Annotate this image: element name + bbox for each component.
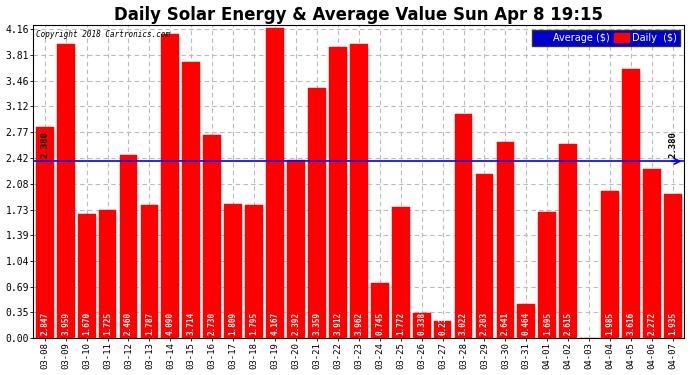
Text: 1.935: 1.935 <box>669 312 678 335</box>
Bar <box>308 88 326 338</box>
Bar <box>497 142 514 338</box>
Text: 3.714: 3.714 <box>187 312 196 335</box>
Text: 4.090: 4.090 <box>166 312 175 335</box>
Bar <box>266 28 284 338</box>
Bar <box>204 135 221 338</box>
Bar <box>622 69 640 338</box>
Text: 3.359: 3.359 <box>313 312 322 335</box>
Text: 1.670: 1.670 <box>82 312 91 335</box>
Text: 3.959: 3.959 <box>61 312 70 335</box>
Text: 2.460: 2.460 <box>124 312 133 335</box>
Bar <box>643 170 661 338</box>
Text: 1.787: 1.787 <box>145 312 154 335</box>
Text: 2.272: 2.272 <box>647 312 656 335</box>
Bar <box>664 194 682 338</box>
Bar <box>413 313 431 338</box>
Bar <box>245 205 263 338</box>
Text: 0.338: 0.338 <box>417 312 426 335</box>
Text: 2.392: 2.392 <box>291 312 301 335</box>
Text: 0.464: 0.464 <box>522 312 531 335</box>
Title: Daily Solar Energy & Average Value Sun Apr 8 19:15: Daily Solar Energy & Average Value Sun A… <box>115 6 603 24</box>
Text: 0.238: 0.238 <box>438 312 447 335</box>
Text: 1.809: 1.809 <box>228 312 237 335</box>
Bar <box>161 34 179 338</box>
Bar <box>224 204 242 338</box>
Text: 4.167: 4.167 <box>270 312 279 335</box>
Bar <box>455 114 473 338</box>
Bar <box>99 210 117 338</box>
Text: 0.745: 0.745 <box>375 312 384 335</box>
Bar <box>518 304 535 338</box>
Text: 1.985: 1.985 <box>606 312 615 335</box>
Bar <box>287 160 305 338</box>
Bar <box>141 206 158 338</box>
Text: Copyright 2018 Cartronics.com: Copyright 2018 Cartronics.com <box>37 30 170 39</box>
Bar <box>350 44 368 338</box>
Text: 3.962: 3.962 <box>355 312 364 335</box>
Bar <box>78 214 95 338</box>
Bar <box>36 126 54 338</box>
Bar <box>119 155 137 338</box>
Bar <box>601 190 619 338</box>
Text: 2.847: 2.847 <box>40 312 49 335</box>
Text: 1.795: 1.795 <box>250 312 259 335</box>
Legend: Average ($), Daily  ($): Average ($), Daily ($) <box>532 30 680 46</box>
Text: 1.772: 1.772 <box>396 312 405 335</box>
Text: 2.380: 2.380 <box>40 131 49 158</box>
Text: 2.641: 2.641 <box>501 312 510 335</box>
Text: 2.615: 2.615 <box>564 312 573 335</box>
Bar <box>475 174 493 338</box>
Text: 2.730: 2.730 <box>208 312 217 335</box>
Bar <box>392 207 410 338</box>
Bar <box>538 212 556 338</box>
Bar <box>182 62 200 338</box>
Text: 1.695: 1.695 <box>543 312 552 335</box>
Bar <box>560 144 577 338</box>
Bar <box>371 283 388 338</box>
Bar <box>329 47 347 338</box>
Text: 3.616: 3.616 <box>627 312 635 335</box>
Text: 0.000: 0.000 <box>584 312 593 335</box>
Text: 2.380: 2.380 <box>669 131 678 158</box>
Text: 3.022: 3.022 <box>459 312 468 335</box>
Bar <box>57 44 75 338</box>
Text: 3.912: 3.912 <box>333 312 342 335</box>
Text: 1.725: 1.725 <box>103 312 112 335</box>
Bar <box>434 321 451 338</box>
Text: 2.203: 2.203 <box>480 312 489 335</box>
